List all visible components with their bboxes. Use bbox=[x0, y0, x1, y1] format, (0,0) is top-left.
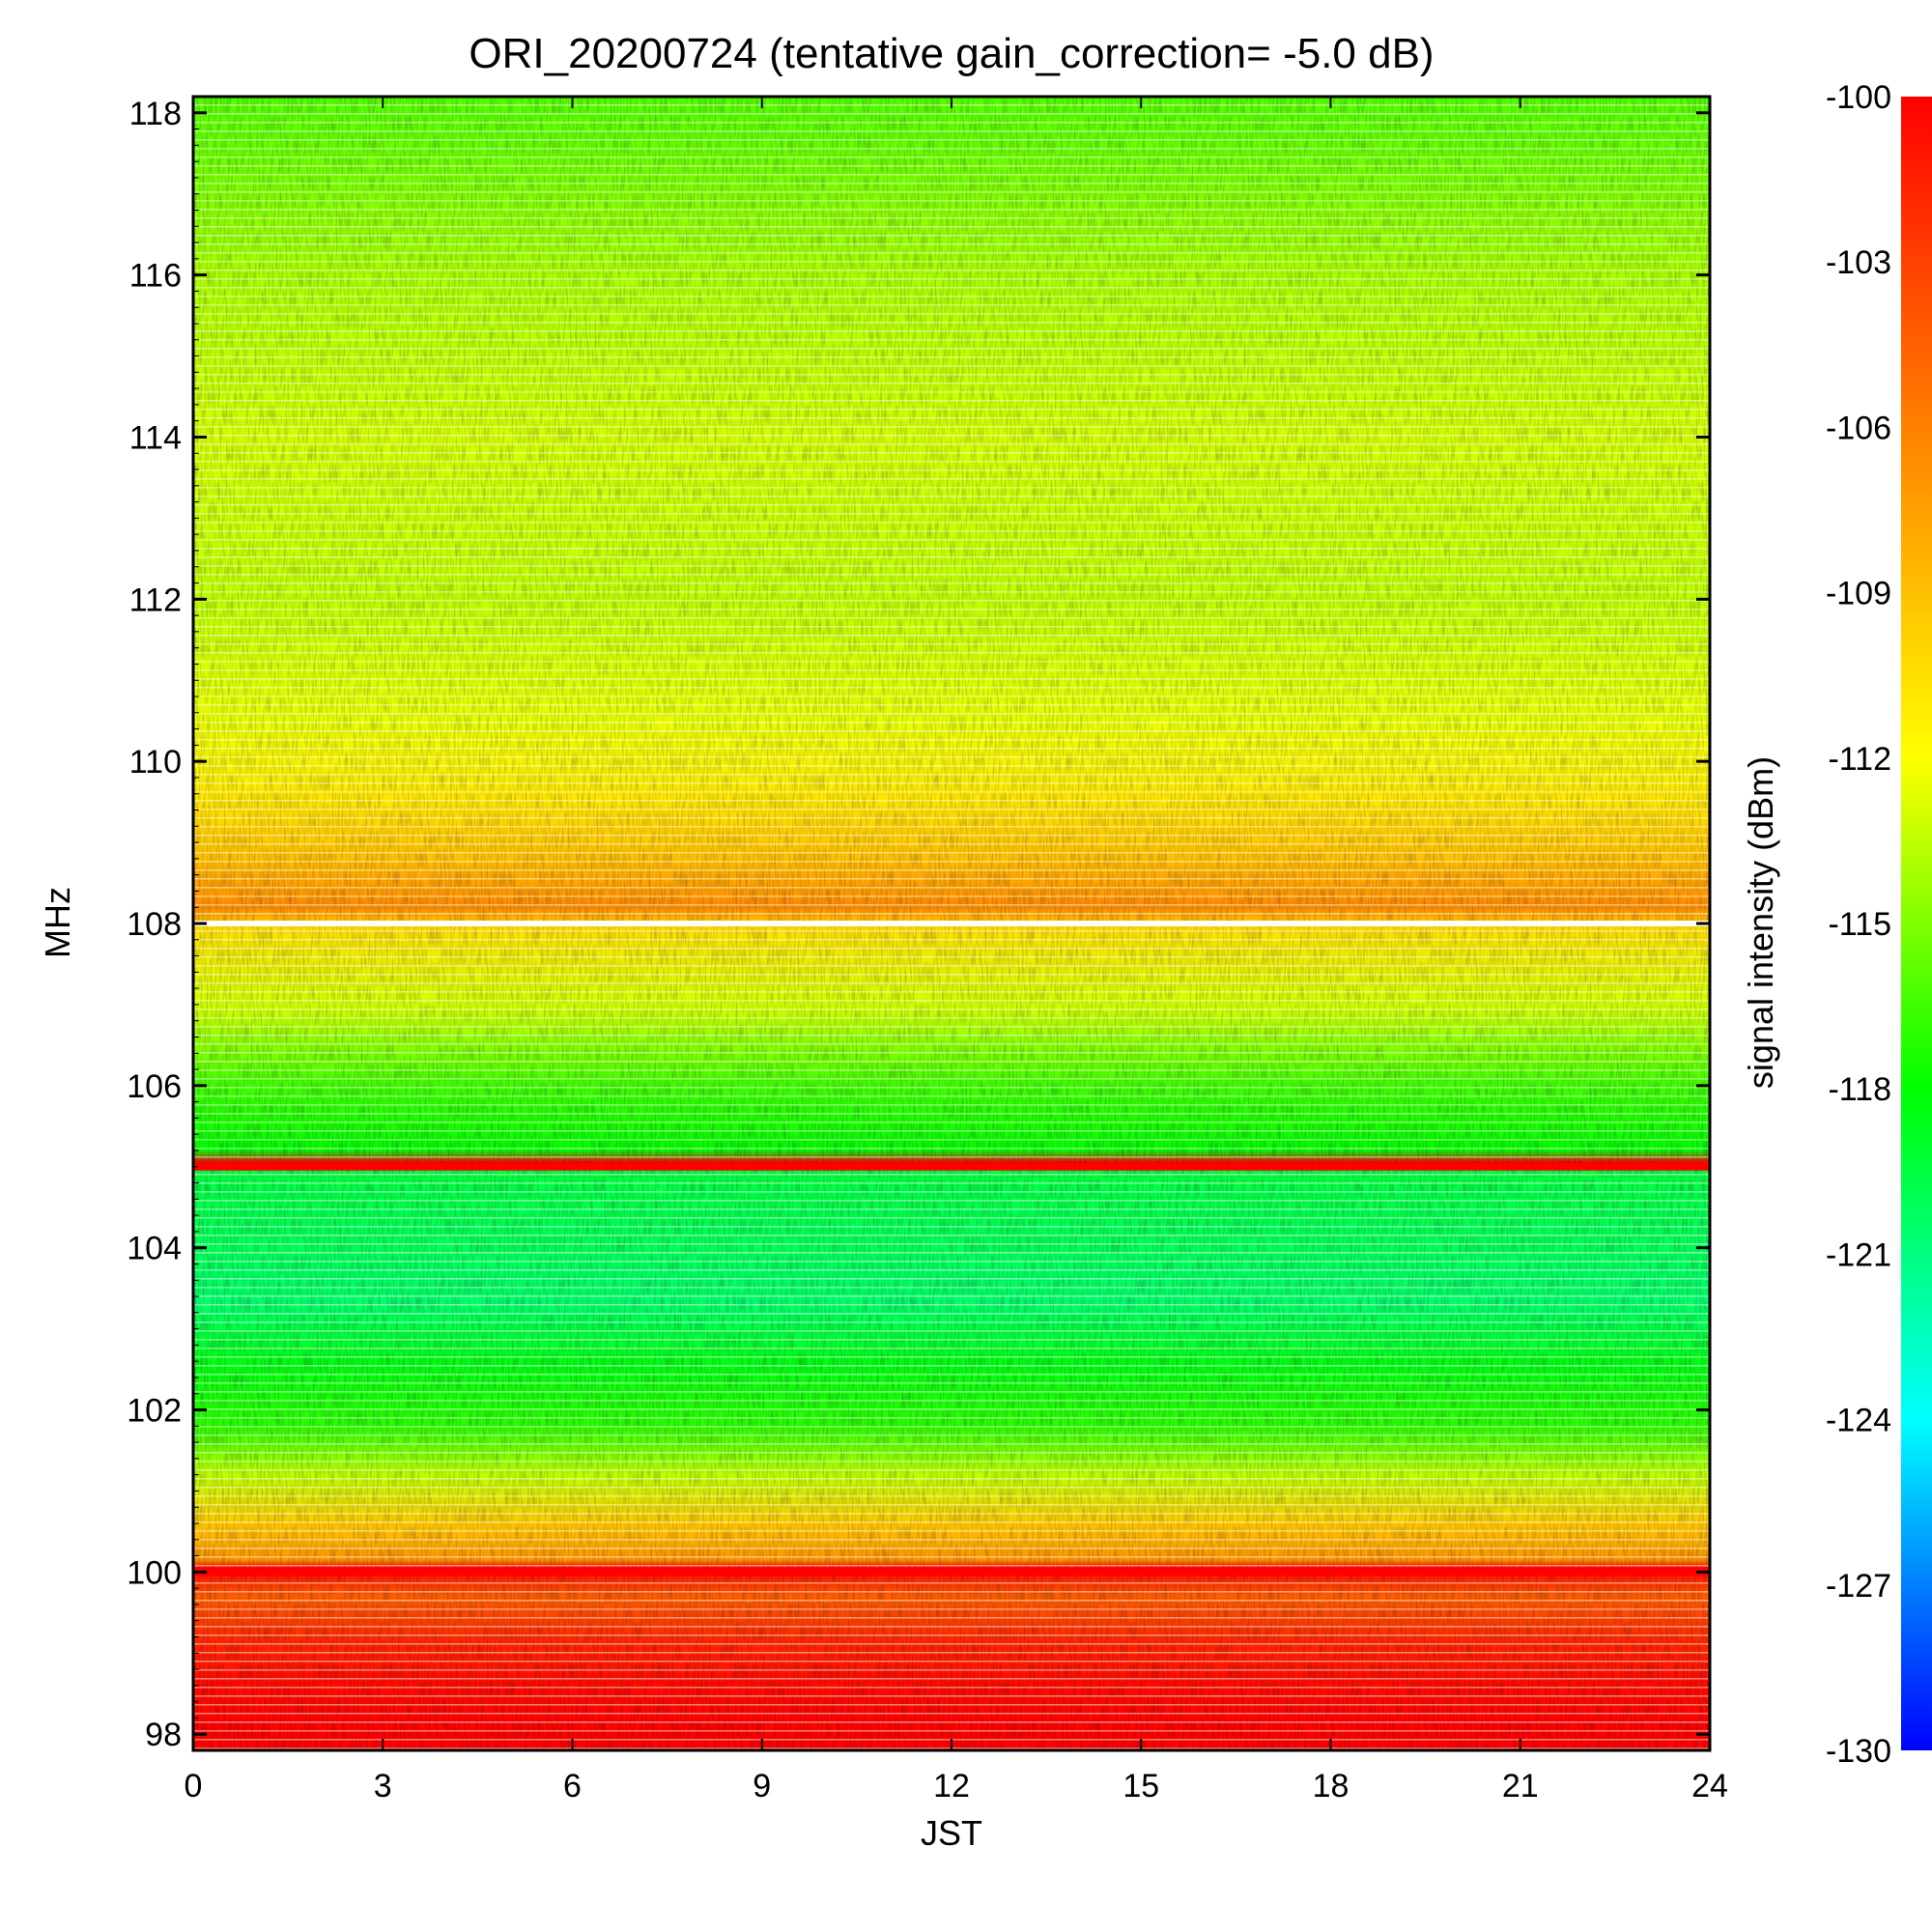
x-tick-label: 0 bbox=[185, 1768, 203, 1804]
y-tick-label: 118 bbox=[129, 96, 182, 132]
y-tick-label: 112 bbox=[129, 582, 182, 618]
x-axis: 0 3 6 9 12 15 18 21 24 bbox=[185, 97, 1728, 1804]
colorbar-tick-label: -121 bbox=[1826, 1236, 1891, 1273]
y-tick-label: 114 bbox=[129, 419, 182, 456]
y-axis-label: MHz bbox=[38, 887, 77, 958]
colorbar-tick-label: -103 bbox=[1826, 244, 1891, 281]
colorbar-tick-label: -109 bbox=[1826, 576, 1891, 612]
colorbar-tick-label: -130 bbox=[1826, 1733, 1891, 1770]
y-tick-label: 116 bbox=[129, 258, 182, 295]
colorbar-tick-label: -100 bbox=[1826, 79, 1891, 116]
colorbar-label: signal intensity (dBm) bbox=[1741, 756, 1780, 1089]
y-tick-label: 104 bbox=[127, 1231, 182, 1267]
x-tick-label: 6 bbox=[563, 1768, 582, 1804]
colorbar-tick-label: -127 bbox=[1826, 1568, 1891, 1605]
y-tick-label: 106 bbox=[127, 1068, 182, 1105]
x-tick-label: 24 bbox=[1691, 1768, 1728, 1804]
y-tick-label: 110 bbox=[129, 744, 182, 781]
x-tick-label: 15 bbox=[1122, 1768, 1159, 1804]
x-tick-label: 18 bbox=[1313, 1768, 1350, 1804]
y-axis: 98 100 102 104 106 108 110 112 114 116 118 bbox=[127, 96, 1710, 1753]
hot-line-100 bbox=[193, 1568, 1710, 1577]
chart-title: ORI_20200724 (tentative gain_correction=… bbox=[469, 30, 1434, 77]
hot-line-105 bbox=[193, 1162, 1710, 1171]
colorbar: -100 -103 -106 -109 -112 -115 -118 -121 -124 -127… bbox=[1826, 79, 1932, 1770]
x-axis-label: JST bbox=[921, 1813, 982, 1853]
x-tick-label: 12 bbox=[933, 1768, 970, 1804]
spectrogram-plot-area bbox=[191, 95, 1712, 1752]
x-tick-label: 21 bbox=[1502, 1768, 1539, 1804]
x-tick-label: 3 bbox=[374, 1768, 392, 1804]
x-tick-label: 9 bbox=[753, 1768, 771, 1804]
colorbar-tick-label: -124 bbox=[1826, 1403, 1891, 1439]
y-tick-label: 100 bbox=[127, 1554, 182, 1591]
colorbar-scale bbox=[1901, 97, 1932, 1750]
y-tick-label: 98 bbox=[145, 1717, 182, 1753]
colorbar-tick-label: -115 bbox=[1828, 906, 1891, 943]
colorbar-tick-label: -106 bbox=[1826, 410, 1891, 446]
y-tick-label: 102 bbox=[127, 1393, 182, 1430]
y-tick-label: 108 bbox=[127, 906, 182, 943]
gap-line-108 bbox=[193, 921, 1710, 926]
colorbar-tick-label: -118 bbox=[1828, 1071, 1891, 1108]
colorbar-tick-label: -112 bbox=[1828, 741, 1891, 778]
